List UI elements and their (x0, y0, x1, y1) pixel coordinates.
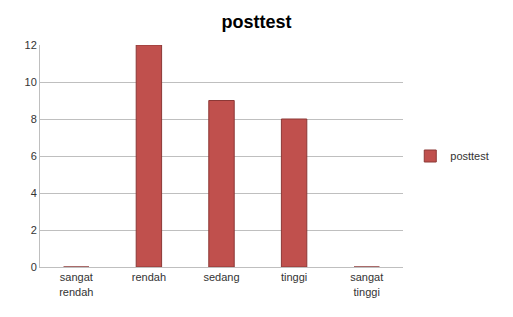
svg-text:8: 8 (31, 113, 37, 125)
svg-text:6: 6 (31, 150, 37, 162)
svg-text:12: 12 (25, 39, 37, 51)
svg-text:2: 2 (31, 224, 37, 236)
svg-text:sedang: sedang (203, 271, 239, 283)
svg-text:posttest: posttest (221, 12, 291, 32)
svg-text:sangatrendah: sangatrendah (59, 271, 93, 297)
svg-text:4: 4 (31, 187, 37, 199)
svg-text:0: 0 (31, 261, 37, 273)
svg-text:tinggi: tinggi (281, 271, 307, 283)
svg-text:10: 10 (25, 76, 37, 88)
svg-text:posttest: posttest (450, 150, 489, 162)
svg-text:rendah: rendah (132, 271, 166, 283)
svg-text:sangattinggi: sangattinggi (350, 271, 383, 297)
